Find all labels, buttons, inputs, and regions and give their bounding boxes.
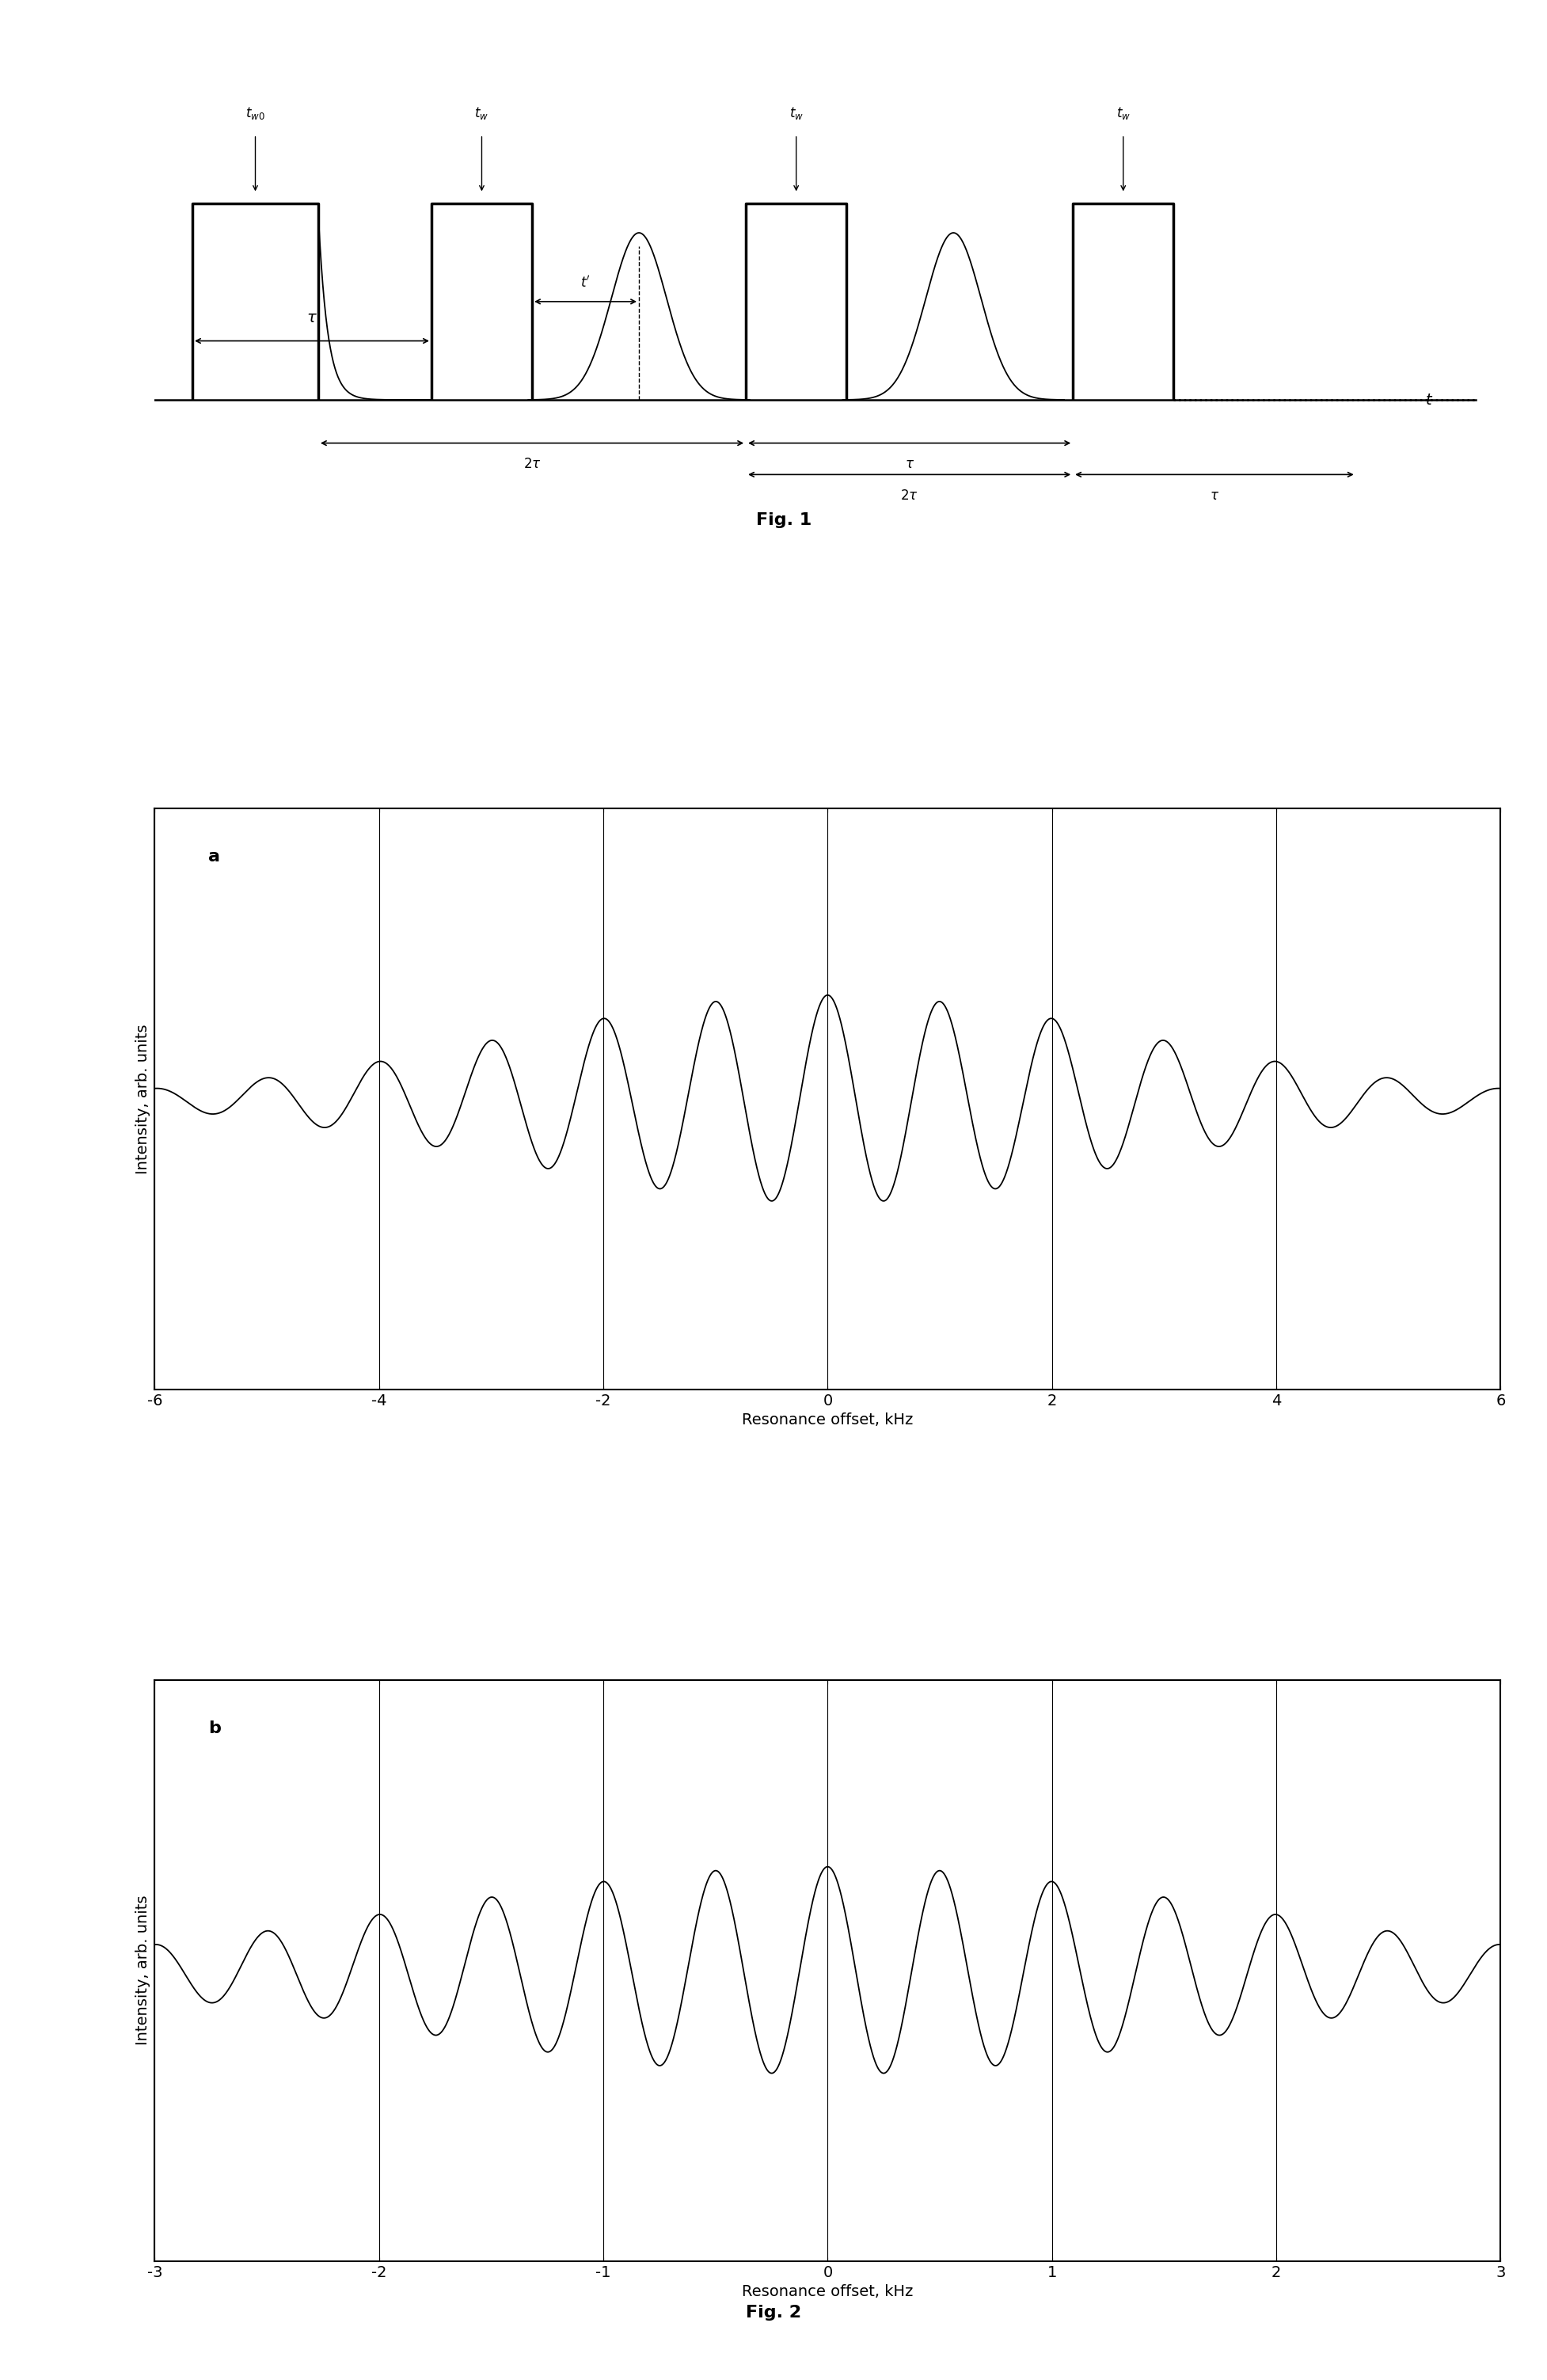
X-axis label: Resonance offset, kHz: Resonance offset, kHz [743,2285,913,2299]
Text: $t'$: $t'$ [580,274,591,290]
Text: $\tau$: $\tau$ [306,309,317,326]
Text: b: b [209,1721,221,1737]
Text: Fig. 2: Fig. 2 [746,2304,801,2320]
Text: $\tau$: $\tau$ [1210,488,1219,502]
Y-axis label: Intensity, arb. units: Intensity, arb. units [135,1023,150,1173]
Text: $t_w$: $t_w$ [789,105,803,121]
Text: $t_w$: $t_w$ [475,105,489,121]
Text: $t_{w0}$: $t_{w0}$ [246,105,265,121]
Text: $t$: $t$ [1425,393,1433,407]
Text: a: a [209,850,220,864]
Text: $2\tau$: $2\tau$ [523,457,541,471]
Text: $t_w$: $t_w$ [1115,105,1131,121]
X-axis label: Resonance offset, kHz: Resonance offset, kHz [743,1414,913,1428]
Text: Fig. 1: Fig. 1 [756,512,812,528]
Y-axis label: Intensity, arb. units: Intensity, arb. units [135,1894,150,2044]
Text: $\tau$: $\tau$ [905,457,914,471]
Text: $2\tau$: $2\tau$ [900,488,919,502]
